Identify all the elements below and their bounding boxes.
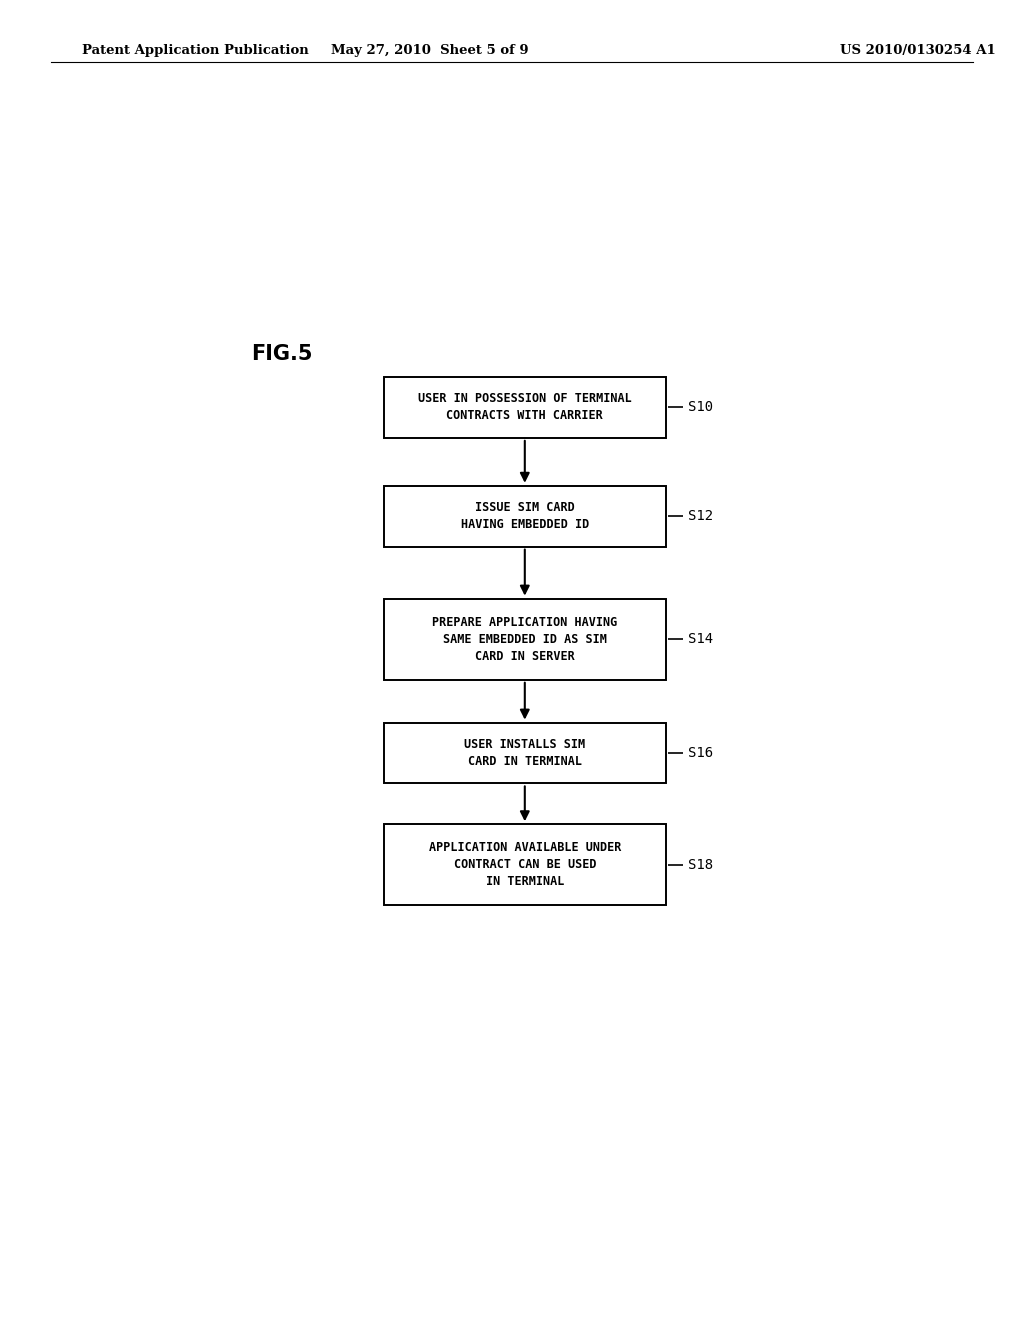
Text: US 2010/0130254 A1: US 2010/0130254 A1 bbox=[840, 44, 995, 57]
Bar bbox=[384, 486, 666, 546]
Text: USER INSTALLS SIM
CARD IN TERMINAL: USER INSTALLS SIM CARD IN TERMINAL bbox=[464, 738, 586, 768]
Text: Patent Application Publication: Patent Application Publication bbox=[82, 44, 308, 57]
Text: APPLICATION AVAILABLE UNDER
CONTRACT CAN BE USED
IN TERMINAL: APPLICATION AVAILABLE UNDER CONTRACT CAN… bbox=[429, 841, 621, 888]
Text: S14: S14 bbox=[688, 632, 713, 647]
Bar bbox=[384, 378, 666, 438]
Bar bbox=[384, 722, 666, 784]
Text: S18: S18 bbox=[688, 858, 713, 871]
Bar bbox=[384, 598, 666, 680]
Text: PREPARE APPLICATION HAVING
SAME EMBEDDED ID AS SIM
CARD IN SERVER: PREPARE APPLICATION HAVING SAME EMBEDDED… bbox=[432, 615, 617, 663]
Text: May 27, 2010  Sheet 5 of 9: May 27, 2010 Sheet 5 of 9 bbox=[332, 44, 528, 57]
Text: S10: S10 bbox=[688, 400, 713, 414]
Bar bbox=[384, 824, 666, 906]
Text: ISSUE SIM CARD
HAVING EMBEDDED ID: ISSUE SIM CARD HAVING EMBEDDED ID bbox=[461, 502, 589, 531]
Text: S12: S12 bbox=[688, 510, 713, 523]
Text: FIG.5: FIG.5 bbox=[251, 343, 312, 363]
Text: USER IN POSSESSION OF TERMINAL
CONTRACTS WITH CARRIER: USER IN POSSESSION OF TERMINAL CONTRACTS… bbox=[418, 392, 632, 422]
Text: S16: S16 bbox=[688, 746, 713, 760]
